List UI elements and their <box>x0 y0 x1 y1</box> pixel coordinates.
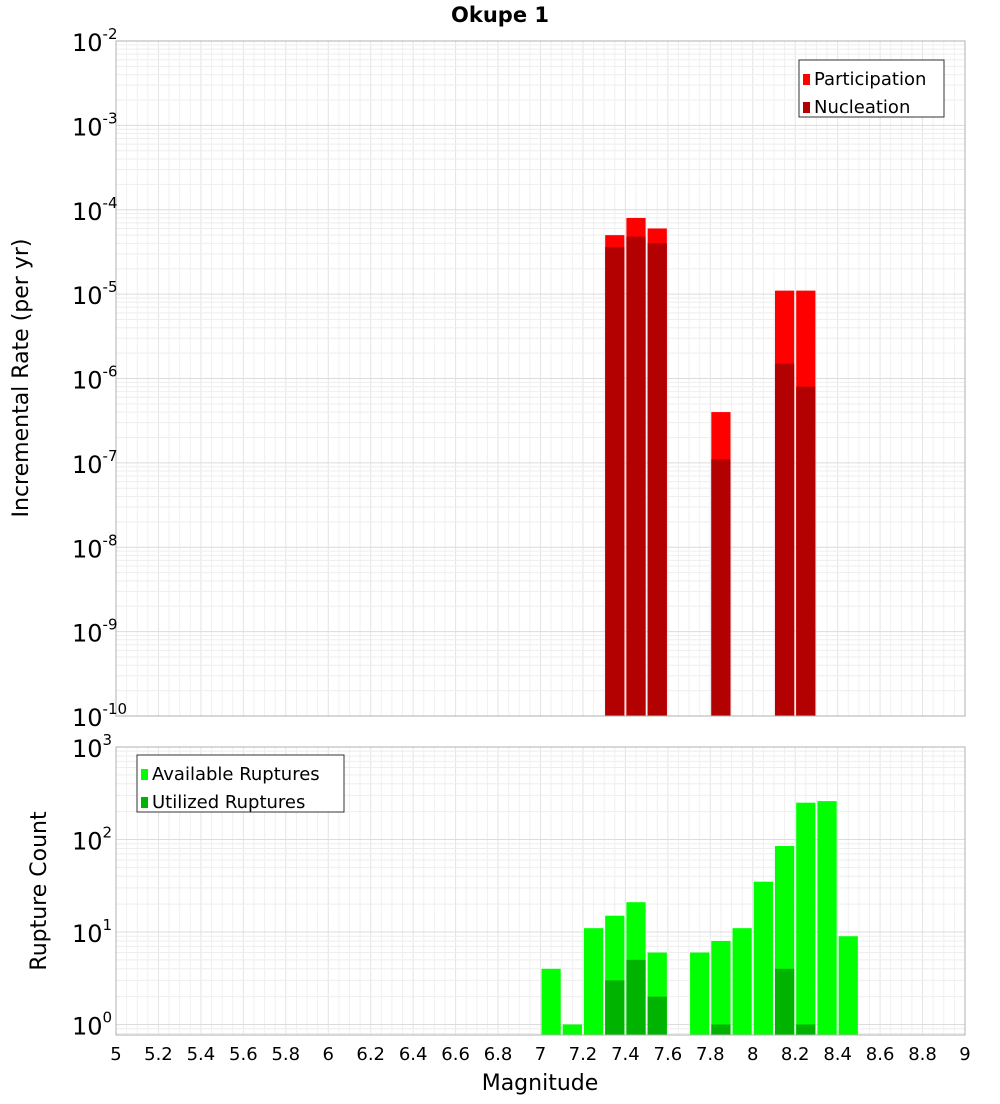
legend-box <box>136 754 345 813</box>
count-bar <box>647 996 667 1035</box>
legend-swatch <box>141 797 148 808</box>
count-bar <box>817 801 837 1035</box>
x-tick-label: 7.2 <box>569 1044 598 1065</box>
chart-title: Okupe 1 <box>451 3 549 27</box>
y-tick-label: 10-5 <box>72 278 118 310</box>
y-tick-label: 10-6 <box>72 363 118 395</box>
y-tick-label: 10-10 <box>72 700 127 732</box>
y-tick-label: 10-2 <box>72 25 118 57</box>
rate-bar <box>626 236 646 716</box>
rate-bar <box>774 363 795 716</box>
x-tick-label: 5 <box>110 1044 121 1065</box>
legend-label: Participation <box>814 69 926 90</box>
plot-frame <box>115 746 966 1036</box>
legend-label: Available Ruptures <box>152 764 320 785</box>
x-tick-label: 8.4 <box>823 1044 852 1065</box>
rate-panel: 10-10 10-9 10-8 10-7 10-6 10-5 10-4 10-3 10-2 Inc… <box>9 25 966 732</box>
x-tick-label: 5.8 <box>271 1044 300 1065</box>
y-axis-label: Rupture Count <box>27 811 52 971</box>
y-tick-label: 10-3 <box>72 109 118 141</box>
rate-bar <box>605 247 625 716</box>
count-panel: 100 101 102 103 Rupture Count Available Ruptu… <box>27 731 971 1065</box>
count-bar <box>583 928 604 1035</box>
rate-bar <box>796 386 816 716</box>
count-bar <box>562 1024 582 1035</box>
y-axis-label: Incremental Rate (per yr) <box>9 239 34 518</box>
x-tick-label: 9 <box>959 1044 970 1065</box>
count-bar <box>732 928 752 1035</box>
legend-label: Nucleation <box>814 97 910 118</box>
legend-swatch <box>803 102 810 113</box>
rate-bar <box>647 243 667 717</box>
x-tick-label: 7.8 <box>696 1044 725 1065</box>
y-tick-label: 102 <box>72 824 112 856</box>
count-bar <box>541 968 561 1035</box>
plot-frame <box>115 40 966 717</box>
count-bar <box>838 936 858 1035</box>
x-tick-label: 6.4 <box>399 1044 428 1065</box>
x-tick-label: 8.8 <box>908 1044 937 1065</box>
x-tick-label: 5.6 <box>229 1044 258 1065</box>
count-bar <box>774 968 795 1035</box>
legend-swatch <box>141 769 148 780</box>
x-axis-label: Magnitude <box>482 1071 599 1096</box>
y-tick-label: 10-9 <box>72 616 118 648</box>
x-tick-label: 5.4 <box>187 1044 216 1065</box>
y-tick-label: 10-8 <box>72 531 118 563</box>
count-bar <box>796 802 816 1035</box>
x-tick-label: 8.2 <box>781 1044 810 1065</box>
count-bar <box>626 959 646 1035</box>
y-tick-label: 103 <box>72 731 112 763</box>
x-tick-label: 8 <box>747 1044 758 1065</box>
legend-box <box>798 59 945 118</box>
legend-label: Utilized Ruptures <box>152 792 305 813</box>
count-bar <box>711 940 731 1035</box>
x-tick-label: 7.4 <box>611 1044 640 1065</box>
x-tick-label: 6.8 <box>484 1044 513 1065</box>
x-tick-label: 6 <box>323 1044 334 1065</box>
y-tick-label: 101 <box>72 916 112 948</box>
y-tick-label: 10-4 <box>72 194 118 226</box>
count-bar <box>753 881 773 1035</box>
x-tick-label: 8.6 <box>866 1044 895 1065</box>
x-tick-label: 7.6 <box>654 1044 683 1065</box>
y-tick-label: 100 <box>72 1009 112 1041</box>
y-tick-label: 10-7 <box>72 447 118 479</box>
count-bar <box>796 1024 816 1035</box>
count-bar <box>605 980 625 1035</box>
count-bar <box>690 952 710 1035</box>
rate-bar <box>711 459 731 716</box>
x-tick-label: 6.6 <box>441 1044 470 1065</box>
x-tick-label: 6.2 <box>356 1044 385 1065</box>
x-tick-label: 5.2 <box>144 1044 173 1065</box>
x-tick-label: 7 <box>535 1044 546 1065</box>
legend-swatch <box>803 74 810 85</box>
count-bar <box>711 1024 731 1035</box>
